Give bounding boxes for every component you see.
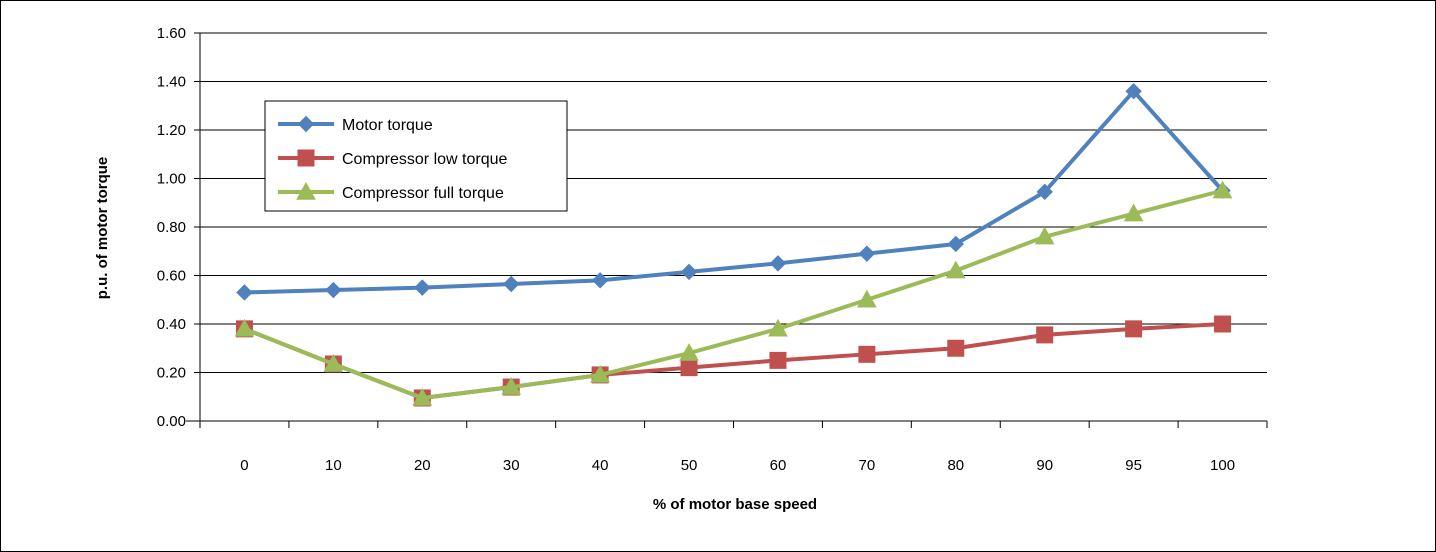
data-point: [412, 387, 433, 406]
data-point: [945, 260, 966, 279]
data-point: [1034, 226, 1055, 245]
data-point: [947, 339, 965, 357]
data-point: [947, 235, 964, 253]
data-point: [858, 345, 876, 363]
legend-label: Compressor full torque: [342, 185, 504, 202]
y-axis-title: p.u. of motor torque: [94, 157, 111, 299]
legend: Motor torque Compressor low torque Compres…: [264, 100, 568, 212]
y-tick-label: 1.00: [157, 171, 186, 188]
series-square: [235, 315, 1232, 407]
y-tick-label: 0.60: [157, 268, 186, 285]
data-point: [679, 343, 699, 361]
data-point: [769, 255, 787, 272]
data-point: [414, 279, 431, 296]
legend-swatch-marker: [297, 115, 315, 133]
data-point: [591, 272, 609, 289]
legend-swatch-marker: [297, 149, 315, 167]
data-point: [590, 364, 610, 383]
data-point: [769, 351, 787, 369]
data-point: [1036, 183, 1053, 201]
legend-label: Motor torque: [342, 117, 433, 134]
data-point: [680, 359, 698, 377]
x-tick-label: 0: [240, 457, 248, 474]
legend-entry: Compressor full torque: [278, 181, 504, 202]
data-point: [1214, 315, 1232, 333]
data-point: [1125, 320, 1143, 338]
series-line: [244, 89, 1225, 295]
x-tick-label: 20: [414, 457, 431, 474]
x-tick-label: 30: [503, 457, 520, 474]
data-point: [1036, 326, 1054, 344]
data-point: [236, 284, 253, 301]
y-tick-label: 0.40: [157, 316, 186, 333]
data-point: [680, 263, 698, 281]
legend-entry: Compressor low torque: [278, 149, 508, 168]
legend-entry: Motor torque: [278, 115, 433, 134]
x-tick-label: 50: [681, 457, 698, 474]
axes: 0.00 0.20 0.40 0.60 0.80 1.00 1.20 1.40 1.60 0 10 2…: [157, 25, 1268, 474]
x-tick-label: 100: [1210, 457, 1235, 474]
x-tick-label: 10: [325, 457, 342, 474]
x-tick-label: 95: [1125, 457, 1142, 474]
series-line: [243, 188, 1224, 400]
series-triangle: [234, 180, 1233, 406]
x-tick-label: 70: [859, 457, 876, 474]
data-point: [1125, 82, 1142, 100]
legend-label: Compressor low torque: [342, 151, 508, 168]
x-tick-label: 90: [1036, 457, 1053, 474]
data-point: [858, 245, 876, 262]
y-tick-label: 1.40: [157, 74, 186, 91]
data-point: [323, 353, 344, 372]
y-tick-label: 0.80: [157, 219, 186, 236]
data-point: [503, 275, 520, 293]
y-tick-label: 0.20: [157, 365, 186, 382]
data-point: [768, 318, 788, 337]
data-point: [501, 377, 522, 395]
data-point: [325, 281, 342, 299]
data-point: [1212, 180, 1233, 199]
data-point: [1123, 203, 1144, 222]
legend-swatch-marker: [296, 181, 316, 200]
x-tick-label: 80: [947, 457, 964, 474]
data-point: [234, 318, 255, 337]
x-axis-title: % of motor base speed: [653, 496, 817, 513]
y-tick-label: 1.60: [157, 25, 186, 42]
series: [234, 82, 1233, 407]
x-tick-label: 40: [592, 457, 609, 474]
data-point: [857, 289, 877, 308]
y-tick-label: 0.00: [157, 413, 186, 430]
y-tick-label: 1.20: [157, 122, 186, 139]
x-tick-label: 60: [770, 457, 787, 474]
